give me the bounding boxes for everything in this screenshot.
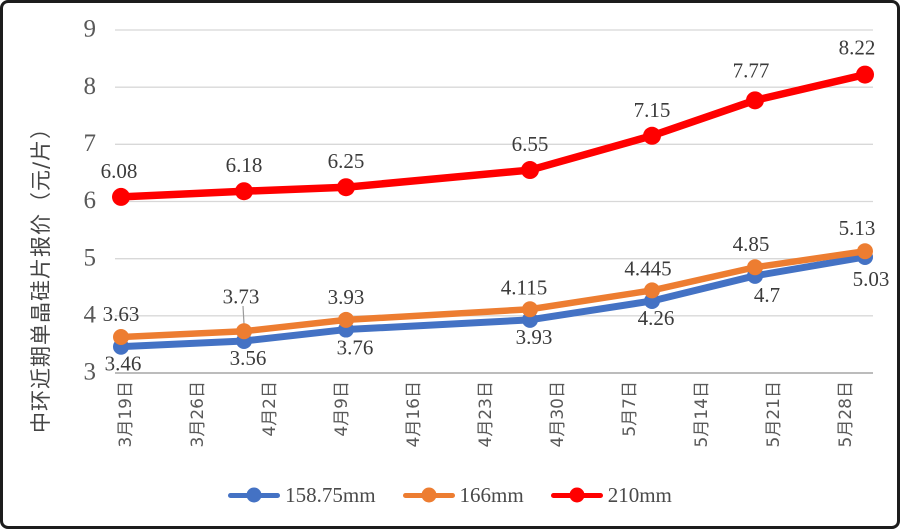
data-label-166mm: 5.13 bbox=[839, 216, 876, 240]
legend-marker-icon bbox=[550, 487, 603, 503]
data-point-marker-166mm bbox=[338, 311, 354, 328]
legend-marker-icon bbox=[402, 487, 455, 503]
y-axis-tick-label: 6 bbox=[84, 187, 97, 214]
data-point-marker-210mm bbox=[235, 182, 253, 201]
data-label-210mm: 6.55 bbox=[512, 132, 549, 156]
data-label-166mm: 4.85 bbox=[733, 232, 770, 256]
data-label-210mm: 7.77 bbox=[733, 58, 770, 82]
data-label-210mm: 8.22 bbox=[839, 36, 876, 60]
data-point-marker-210mm bbox=[643, 126, 661, 145]
data-point-marker-210mm bbox=[856, 65, 874, 84]
y-axis-tick-label: 9 bbox=[84, 16, 97, 43]
data-label-166mm: 3.63 bbox=[103, 302, 140, 326]
x-axis-tick-label: 4月30日 bbox=[548, 381, 568, 447]
data-label-166mm: 3.93 bbox=[328, 285, 365, 309]
data-label-158.75mm: 4.7 bbox=[754, 283, 780, 307]
legend-label: 158.75mm bbox=[285, 482, 376, 507]
legend-label: 166mm bbox=[459, 482, 524, 507]
data-point-marker-210mm bbox=[337, 178, 355, 197]
legend-item-210mm: 210mm bbox=[550, 482, 672, 508]
data-label-166mm: 3.73 bbox=[223, 284, 260, 308]
legend-label: 210mm bbox=[607, 482, 672, 507]
data-label-210mm: 6.18 bbox=[226, 153, 263, 177]
data-label-166mm: 4.445 bbox=[624, 256, 671, 280]
y-axis-tick-label: 3 bbox=[84, 359, 97, 386]
x-axis-tick-label: 5月14日 bbox=[692, 381, 712, 447]
data-point-marker-166mm bbox=[747, 259, 763, 276]
data-label-210mm: 6.25 bbox=[328, 149, 365, 173]
data-point-marker-166mm bbox=[522, 301, 538, 318]
data-label-210mm: 6.08 bbox=[101, 159, 138, 183]
data-label-158.75mm: 3.76 bbox=[337, 336, 374, 360]
data-point-marker-210mm bbox=[746, 91, 764, 110]
x-axis-tick-label: 4月16日 bbox=[404, 381, 424, 447]
data-point-marker-210mm bbox=[521, 161, 539, 180]
data-label-158.75mm: 5.03 bbox=[853, 267, 890, 291]
x-axis-tick-label: 5月21日 bbox=[764, 381, 784, 447]
data-label-210mm: 7.15 bbox=[634, 98, 671, 122]
data-label-158.75mm: 3.46 bbox=[105, 352, 142, 376]
y-axis-tick-label: 5 bbox=[84, 244, 97, 271]
data-label-leader-line bbox=[242, 305, 245, 325]
legend-item-158.75mm: 158.75mm bbox=[228, 482, 376, 508]
x-axis-tick-label: 4月9日 bbox=[332, 381, 352, 437]
y-axis-tick-label: 8 bbox=[84, 73, 97, 100]
legend-item-166mm: 166mm bbox=[402, 482, 524, 508]
data-label-158.75mm: 4.26 bbox=[638, 306, 675, 330]
y-axis-tick-label: 7 bbox=[84, 130, 97, 157]
x-axis-tick-label: 4月23日 bbox=[476, 381, 496, 447]
data-point-marker-166mm bbox=[236, 323, 252, 340]
x-axis-tick-label: 5月7日 bbox=[620, 381, 640, 437]
x-axis-tick-label: 3月26日 bbox=[188, 381, 208, 447]
data-label-158.75mm: 3.93 bbox=[516, 325, 553, 349]
legend: 158.75mm 166mm 210mm bbox=[3, 479, 897, 511]
legend-marker-icon bbox=[228, 487, 281, 503]
y-axis-tick-label: 4 bbox=[84, 302, 97, 329]
data-label-166mm: 4.115 bbox=[501, 275, 547, 299]
data-point-marker-166mm bbox=[644, 282, 660, 299]
data-point-marker-166mm bbox=[113, 328, 129, 345]
line-chart: 9 8 7 6 5 4 3 3月19日 3月26日 4月2日 4月9日 4月16日 4月23日 4月30日… bbox=[84, 16, 890, 448]
x-axis-tick-label: 3月19日 bbox=[116, 381, 136, 447]
x-axis-tick-label: 5月28日 bbox=[836, 381, 856, 447]
data-point-marker-166mm bbox=[857, 243, 873, 260]
x-axis-tick-label: 4月2日 bbox=[260, 381, 280, 437]
data-point-marker-210mm bbox=[112, 187, 130, 206]
data-label-158.75mm: 3.56 bbox=[230, 346, 267, 370]
